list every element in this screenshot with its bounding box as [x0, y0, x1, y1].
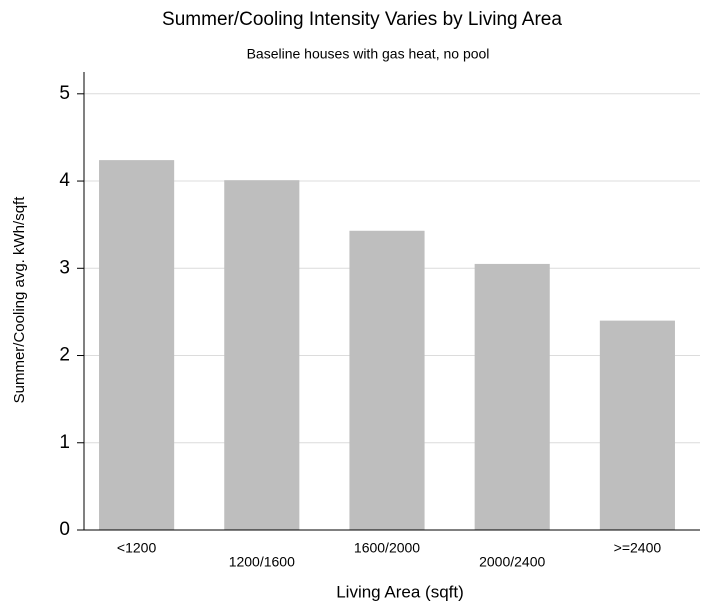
y-tick-label: 0: [59, 519, 70, 540]
x-axis-label: Living Area (sqft): [336, 582, 464, 601]
bar: [474, 263, 550, 530]
x-tick-label: >=2400: [614, 540, 662, 556]
y-axis-label: Summer/Cooling avg. kWh/sqft: [11, 196, 28, 404]
y-tick-label: 5: [59, 83, 70, 104]
bar: [349, 230, 425, 531]
x-tick-label: 2000/2400: [479, 554, 545, 570]
x-tick-label: <1200: [117, 540, 157, 556]
bar: [99, 160, 175, 530]
x-tick-label: 1200/1600: [229, 554, 295, 570]
y-tick-label: 4: [59, 170, 70, 191]
chart-title: Summer/Cooling Intensity Varies by Livin…: [162, 9, 562, 30]
y-tick-label: 3: [59, 257, 70, 278]
bar: [224, 180, 300, 530]
y-tick-label: 1: [59, 432, 70, 453]
y-tick-label: 2: [59, 345, 70, 366]
chart-subtitle: Baseline houses with gas heat, no pool: [247, 46, 490, 62]
bar: [599, 320, 675, 530]
x-tick-label: 1600/2000: [354, 540, 420, 556]
